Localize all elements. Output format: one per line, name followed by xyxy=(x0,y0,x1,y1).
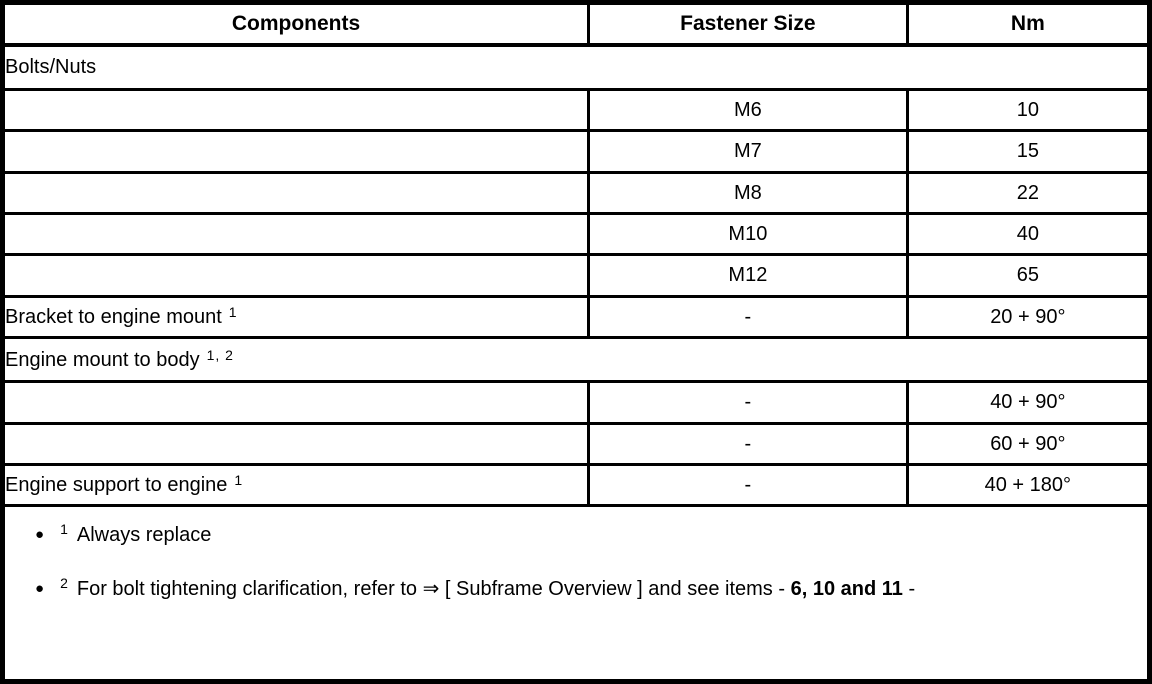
section-label-text: Bolts/Nuts xyxy=(5,56,97,79)
table-cell-fastener-size: - xyxy=(587,462,909,508)
table-cell-nm: 10 xyxy=(905,87,1147,133)
table-cell-fastener-size: M12 xyxy=(587,253,909,298)
footnote-number: 1 xyxy=(60,521,68,538)
footnote-reference: 1 xyxy=(234,472,244,489)
table-row-m12: M12 65 xyxy=(5,253,1147,298)
component-text: Engine support to engine xyxy=(5,474,228,497)
table-footnotes-row: ● 1 Always replace ● 2 For bolt tighteni… xyxy=(5,504,1147,679)
table-cell-component xyxy=(5,380,591,425)
table-cell-fastener-size: M8 xyxy=(587,170,909,215)
table-row-section-engine-mount-to-body: Engine mount to body 1, 2 xyxy=(5,335,1147,384)
table-cell-fastener-size: M6 xyxy=(587,87,909,133)
table-cell-component xyxy=(5,129,591,174)
bullet-icon: ● xyxy=(35,526,45,544)
table-cell-nm: 40 xyxy=(905,211,1147,257)
table-cell-nm: 40 + 90° xyxy=(905,380,1147,425)
footnote-reference: 1, 2 xyxy=(206,346,234,363)
table-cell-component xyxy=(5,421,591,466)
table-header-row: Components Fastener Size Nm xyxy=(5,5,1147,47)
table-cell-nm: 65 xyxy=(905,253,1147,298)
footnote-text: Always replace xyxy=(76,524,212,547)
footnote-reference: 1 xyxy=(228,303,238,320)
table-cell-fastener-size: M10 xyxy=(587,211,909,257)
section-label: Bolts/Nuts xyxy=(5,43,1147,91)
table-row-engine-support-to-engine: Engine support to engine 1 - 40 + 180° xyxy=(5,462,1147,508)
column-header-fastener-size: Fastener Size xyxy=(587,5,909,47)
footnotes-cell: ● 1 Always replace ● 2 For bolt tighteni… xyxy=(5,504,1147,679)
table-cell-nm: 40 + 180° xyxy=(905,462,1147,508)
section-label: Engine mount to body 1, 2 xyxy=(5,335,1147,384)
table-row-m6: M6 10 xyxy=(5,87,1147,133)
table-cell-fastener-size: - xyxy=(587,421,909,466)
footnote-text-bold: 6, 10 and 11 xyxy=(790,578,903,601)
footnote-text-pre: For bolt tightening clarification, refer… xyxy=(76,578,791,601)
bullet-icon: ● xyxy=(35,580,45,598)
table-cell-component: Bracket to engine mount 1 xyxy=(5,294,591,339)
table-cell-nm: 60 + 90° xyxy=(905,421,1147,466)
column-header-components: Components xyxy=(5,5,591,47)
table-row-engine-mount-1: - 40 + 90° xyxy=(5,380,1147,425)
footnote-bolt-tightening: ● 2 For bolt tightening clarification, r… xyxy=(35,575,1141,601)
footnote-always-replace: ● 1 Always replace xyxy=(35,521,1141,547)
section-label-text: Engine mount to body xyxy=(5,348,200,371)
torque-table: Components Fastener Size Nm Bolts/Nuts M… xyxy=(5,5,1147,679)
table-row-section-bolts-nuts: Bolts/Nuts xyxy=(5,43,1147,91)
table-row-engine-mount-2: - 60 + 90° xyxy=(5,421,1147,466)
table-row-bracket-to-engine-mount: Bracket to engine mount 1 - 20 + 90° xyxy=(5,294,1147,339)
column-header-nm: Nm xyxy=(905,5,1147,47)
table-cell-nm: 20 + 90° xyxy=(905,294,1147,339)
footnote-text: For bolt tightening clarification, refer… xyxy=(77,577,915,601)
footnote-number: 2 xyxy=(60,575,68,592)
table-cell-nm: 22 xyxy=(905,170,1147,215)
table-cell-component xyxy=(5,170,591,215)
table-cell-component: Engine support to engine 1 xyxy=(5,462,591,508)
table-cell-component xyxy=(5,211,591,257)
table-cell-component xyxy=(5,87,591,133)
table-cell-fastener-size: - xyxy=(587,294,909,339)
component-text: Bracket to engine mount xyxy=(5,305,222,328)
table-cell-component xyxy=(5,253,591,298)
table-cell-fastener-size: - xyxy=(587,380,909,425)
table-row-m8: M8 22 xyxy=(5,170,1147,215)
table-row-m7: M7 15 xyxy=(5,129,1147,174)
table-cell-nm: 15 xyxy=(905,129,1147,174)
footnote-text-post: - xyxy=(902,578,916,601)
table-row-m10: M10 40 xyxy=(5,211,1147,257)
table-cell-fastener-size: M7 xyxy=(587,129,909,174)
